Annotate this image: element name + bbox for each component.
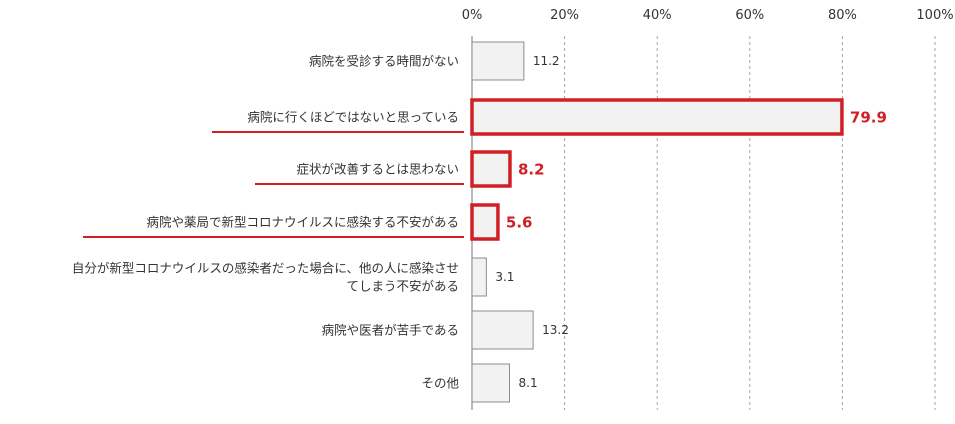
category-label: 病院に行くほどではないと思っている [247,110,459,125]
bar [471,41,525,81]
x-tick-label: 100% [916,8,953,23]
category-label: てしまう不安がある [346,279,459,294]
category-label: 病院を受診する時間がない [309,54,459,69]
data-label: 79.9 [850,109,887,127]
grid-layer [471,36,936,410]
bar-highlighted [470,150,512,188]
category-label: 病院や医者が苦手である [322,323,459,338]
bar-highlighted [470,203,500,241]
bar-layer [83,41,844,403]
bar-highlighted [470,98,844,136]
data-label: 3.1 [495,270,514,284]
data-label: 5.6 [506,214,533,232]
category-label: 自分が新型コロナウイルスの感染者だった場合に、他の人に感染させ [72,261,459,276]
x-tick-label: 0% [462,8,483,23]
data-label: 13.2 [542,323,569,337]
data-label: 8.2 [518,161,545,179]
category-label: 病院や薬局で新型コロナウイルスに感染する不安がある [146,215,459,230]
x-tick-label: 20% [550,8,579,23]
category-label: その他 [421,376,459,391]
data-label: 8.1 [519,376,538,390]
x-tick-label: 80% [828,8,857,23]
data-label: 11.2 [533,54,560,68]
bar [471,363,511,403]
x-tick-label: 40% [643,8,672,23]
bar [471,310,534,350]
category-label: 症状が改善するとは思わない [296,162,459,177]
x-tick-label: 60% [735,8,764,23]
bar [471,257,487,297]
label-layer: 0% 20% 40% 60% 80% 100% 11.2 病院を受診する時間がない 79.9 病院… [72,8,954,391]
